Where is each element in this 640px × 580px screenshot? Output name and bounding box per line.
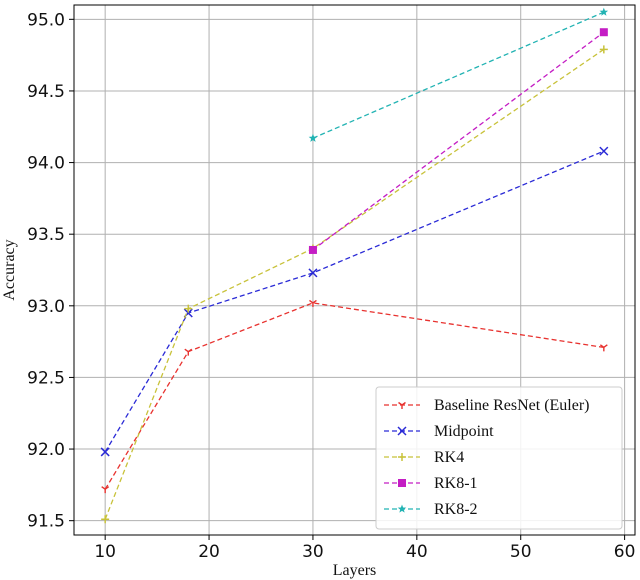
y-tick-label: 93.0 bbox=[27, 297, 65, 317]
legend-label: RK8-2 bbox=[434, 501, 478, 518]
y-tick-label: 93.5 bbox=[27, 225, 65, 245]
x-tick-label: 60 bbox=[614, 542, 636, 562]
x-tick-label: 30 bbox=[302, 542, 324, 562]
x-tick-label: 20 bbox=[198, 542, 220, 562]
data-point bbox=[599, 28, 608, 37]
gridlines bbox=[74, 5, 635, 535]
x-tick-label: 40 bbox=[406, 542, 428, 562]
data-point bbox=[184, 304, 193, 313]
legend-label: RK4 bbox=[434, 449, 464, 466]
series-line bbox=[104, 150, 605, 453]
data-point bbox=[599, 146, 609, 156]
legend-label: Midpoint bbox=[434, 423, 494, 440]
series-rk8-2 bbox=[308, 7, 609, 142]
legend-item: Midpoint bbox=[384, 423, 494, 440]
data-point bbox=[308, 133, 318, 142]
data-point bbox=[101, 515, 110, 524]
y-tick-label: 94.5 bbox=[27, 82, 65, 102]
y-tick-label: 92.5 bbox=[27, 368, 65, 388]
series-rk8-1 bbox=[308, 28, 608, 254]
data-point bbox=[599, 7, 609, 16]
data-point bbox=[599, 45, 608, 54]
data-point bbox=[309, 299, 317, 307]
y-tick-label: 95.0 bbox=[27, 10, 65, 30]
legend: Baseline ResNet (Euler) Midpoint RK4 RK8-1 R… bbox=[375, 386, 623, 530]
data-point bbox=[308, 245, 317, 254]
series-midpoint bbox=[100, 146, 609, 457]
y-tick-label: 91.5 bbox=[27, 512, 65, 532]
data-point bbox=[308, 268, 318, 278]
x-tick-label: 50 bbox=[510, 542, 532, 562]
legend-label: Baseline ResNet (Euler) bbox=[434, 397, 590, 414]
legend-marker bbox=[398, 453, 406, 461]
series-line bbox=[312, 31, 605, 251]
data-point bbox=[101, 486, 110, 494]
legend-marker bbox=[398, 479, 406, 487]
data-point bbox=[599, 344, 608, 352]
legend-marker bbox=[398, 401, 406, 409]
series-line bbox=[104, 48, 605, 520]
series-baseline-resnet-euler bbox=[101, 299, 608, 494]
series-group bbox=[100, 7, 609, 524]
legend-marker bbox=[397, 426, 407, 436]
legend-item: RK8-1 bbox=[384, 475, 478, 492]
legend-item: Baseline ResNet (Euler) bbox=[384, 397, 590, 414]
legend-item: RK4 bbox=[384, 449, 464, 466]
x-tick-label: 10 bbox=[94, 542, 116, 562]
plot-frame bbox=[73, 4, 636, 536]
series-line bbox=[104, 302, 604, 490]
series-line bbox=[312, 11, 605, 139]
tick-labels: 10 20 30 40 50 60 91.5 92.0 92.5 93.0 93.5 94.0 94.5… bbox=[27, 10, 635, 562]
data-point bbox=[100, 447, 110, 457]
legend-box bbox=[375, 386, 623, 530]
data-point bbox=[184, 348, 193, 356]
x-axis-title: Layers bbox=[333, 562, 377, 579]
legend-marker bbox=[397, 504, 407, 513]
legend-label: RK8-1 bbox=[434, 475, 478, 492]
y-tick-label: 92.0 bbox=[27, 440, 65, 460]
y-tick-label: 94.0 bbox=[27, 154, 65, 174]
y-axis-title: Accuracy bbox=[1, 239, 18, 300]
legend-item: RK8-2 bbox=[384, 501, 478, 518]
